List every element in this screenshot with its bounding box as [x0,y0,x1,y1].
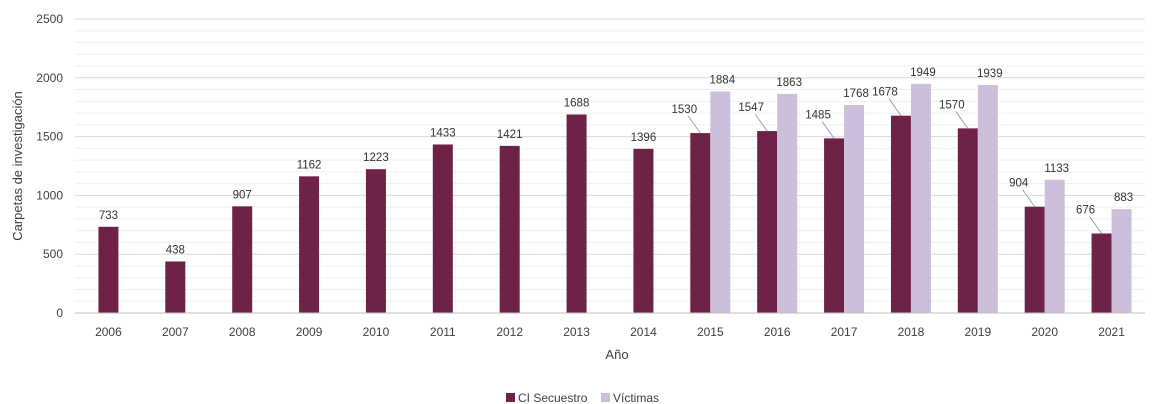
x-tick-label: 2013 [563,325,590,339]
bar-victimas [710,91,731,314]
y-tick-label: 2000 [36,71,63,85]
x-tick-label: 2020 [1031,325,1058,339]
legend: CI Secuestro Víctimas [506,391,659,404]
label-leader-line [955,111,969,129]
data-label-ci-secuestro: 438 [166,244,185,256]
label-leader-line [1022,189,1036,207]
bar-victimas [1111,209,1132,313]
x-tick-label: 2015 [697,325,724,339]
data-labels: 733 438 907 1162 1223 1433 1421 1688 1396 1530 188… [99,67,1133,257]
data-label-ci-secuestro: 1688 [564,97,590,109]
bar-victimas [844,105,865,314]
legend-swatch [506,393,515,402]
label-leader-line [888,98,902,116]
bar-ci-secuestro [432,144,453,313]
data-label-ci-secuestro: 907 [233,189,252,201]
bar-victimas [910,83,931,313]
x-tick-label: 2021 [1098,325,1125,339]
data-label-victimas: 1939 [977,68,1003,80]
bar-ci-secuestro [957,128,978,313]
bar-victimas [1044,179,1065,313]
bar-ci-secuestro [633,148,654,313]
bar-ci-secuestro [757,131,778,313]
bar-ci-secuestro [232,206,253,313]
y-axis-ticks: 0 500 1000 1500 2000 2500 [36,12,63,320]
data-label-ci-secuestro: 1570 [939,99,965,111]
y-tick-label: 2500 [36,12,63,26]
bar-ci-secuestro [165,261,186,313]
bar-victimas [977,84,998,313]
label-leader-line [821,121,835,139]
data-label-victimas: 1949 [910,67,936,79]
legend-label: CI Secuestro [518,391,588,404]
legend-label: Víctimas [613,391,659,404]
data-label-ci-secuestro: 1485 [805,109,831,121]
legend-item-victimas: Víctimas [601,391,659,404]
data-label-ci-secuestro: 1396 [631,132,657,144]
label-leader-line [754,113,768,132]
y-tick-label: 1000 [36,188,63,202]
data-label-ci-secuestro: 1678 [872,87,898,99]
x-tick-label: 2019 [964,325,991,339]
y-tick-label: 0 [56,306,63,320]
x-tick-label: 2018 [898,325,925,339]
x-tick-label: 2016 [764,325,791,339]
data-label-ci-secuestro: 1421 [497,129,523,141]
data-label-ci-secuestro: 676 [1076,205,1095,217]
y-axis-title: Carpetas de investigación [10,91,25,241]
bar-victimas [777,93,798,314]
bar-ci-secuestro [499,145,520,313]
data-label-ci-secuestro: 1162 [297,159,322,171]
bar-ci-secuestro [690,133,711,313]
label-leader-line [687,115,701,134]
data-label-ci-secuestro: 1530 [672,104,698,116]
data-label-victimas: 1884 [710,74,736,86]
x-tick-label: 2012 [496,325,523,339]
x-axis-title: Año [605,347,628,362]
bar-ci-secuestro [824,138,845,313]
x-axis-ticks: 2006 2007 2008 2009 2010 2011 2012 2013 2014 2015… [95,325,1125,339]
x-tick-label: 2007 [162,325,189,339]
bar-ci-secuestro [98,226,119,313]
x-tick-label: 2017 [831,325,858,339]
bar-ci-secuestro [1091,233,1112,313]
bar-ci-secuestro [299,176,320,313]
y-tick-label: 500 [43,247,63,261]
data-label-ci-secuestro: 1223 [363,152,389,164]
bar-ci-secuestro [890,115,911,313]
bars [98,83,1132,314]
data-label-ci-secuestro: 1433 [430,127,456,139]
data-label-victimas: 1768 [843,88,869,100]
data-label-victimas: 1133 [1044,163,1069,175]
label-leader-line [1089,216,1102,234]
y-tick-label: 1500 [36,130,63,144]
bar-ci-secuestro [1024,206,1045,313]
data-label-ci-secuestro: 1547 [738,102,764,114]
x-tick-label: 2010 [363,325,390,339]
x-tick-label: 2006 [95,325,122,339]
x-tick-label: 2014 [630,325,657,339]
data-label-ci-secuestro: 904 [1009,178,1029,190]
bar-ci-secuestro [566,114,587,313]
data-label-victimas: 883 [1114,192,1133,204]
x-tick-label: 2009 [296,325,323,339]
data-label-victimas: 1863 [776,77,802,89]
x-tick-label: 2011 [430,325,456,339]
data-label-ci-secuestro: 733 [99,210,118,222]
legend-item-ci-secuestro: CI Secuestro [506,391,588,404]
legend-swatch [601,393,610,402]
bar-ci-secuestro [365,169,386,313]
x-tick-label: 2008 [229,325,256,339]
